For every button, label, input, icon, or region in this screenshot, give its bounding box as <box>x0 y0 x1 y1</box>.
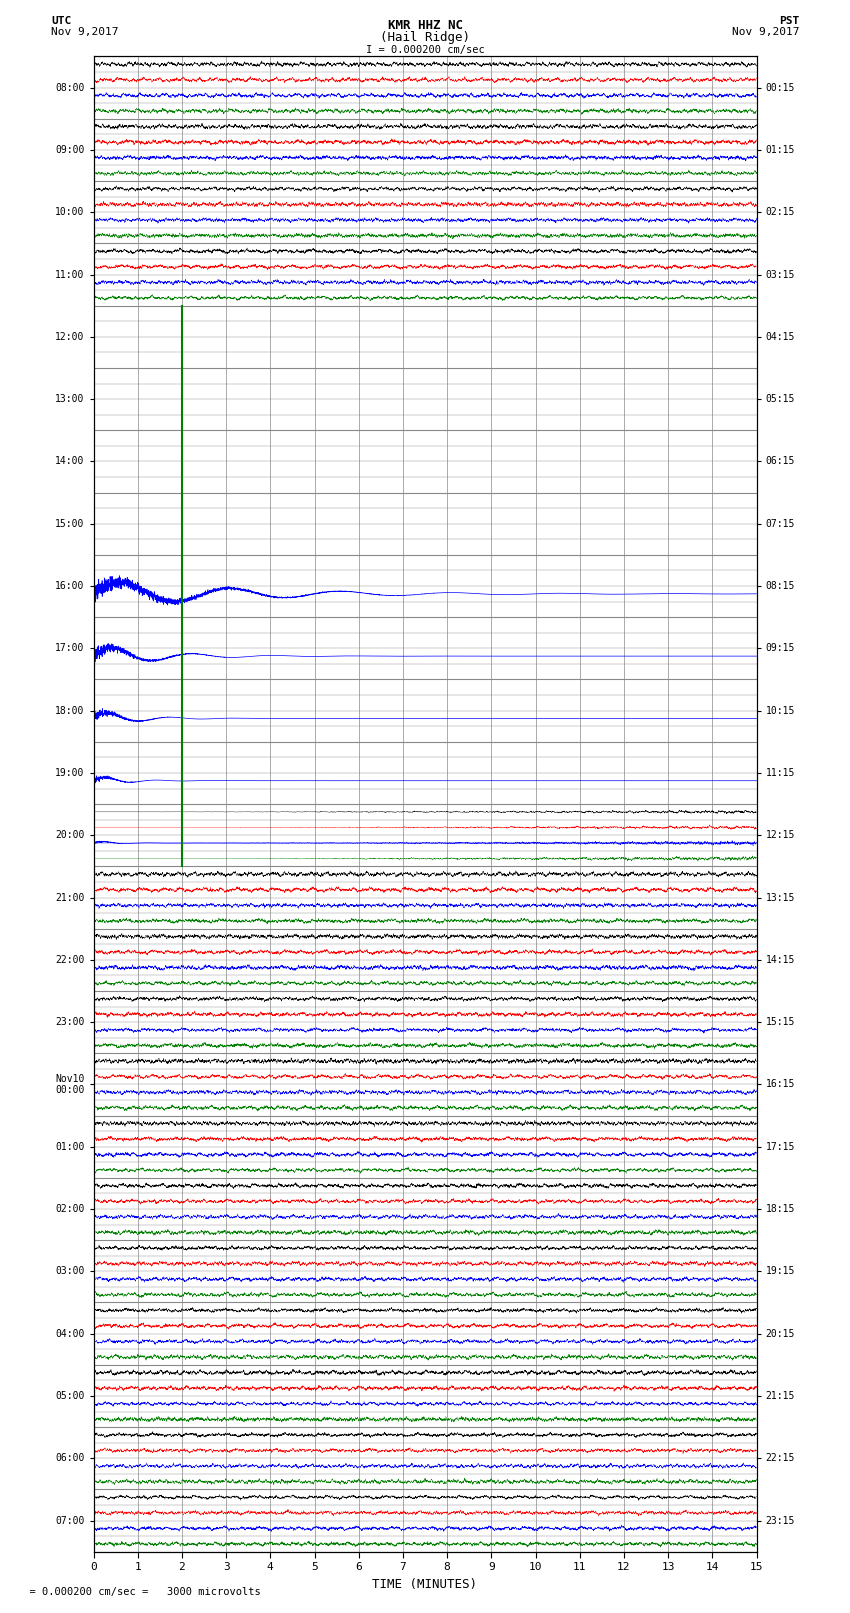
Text: UTC: UTC <box>51 16 71 26</box>
Text: I = 0.000200 cm/sec: I = 0.000200 cm/sec <box>366 45 484 55</box>
Text: Nov 9,2017: Nov 9,2017 <box>51 27 118 37</box>
Text: KMR HHZ NC: KMR HHZ NC <box>388 19 462 32</box>
Text: Nov 9,2017: Nov 9,2017 <box>732 27 799 37</box>
Text: = 0.000200 cm/sec =   3000 microvolts: = 0.000200 cm/sec = 3000 microvolts <box>17 1587 261 1597</box>
Text: (Hail Ridge): (Hail Ridge) <box>380 31 470 44</box>
X-axis label: TIME (MINUTES): TIME (MINUTES) <box>372 1578 478 1590</box>
Text: PST: PST <box>779 16 799 26</box>
